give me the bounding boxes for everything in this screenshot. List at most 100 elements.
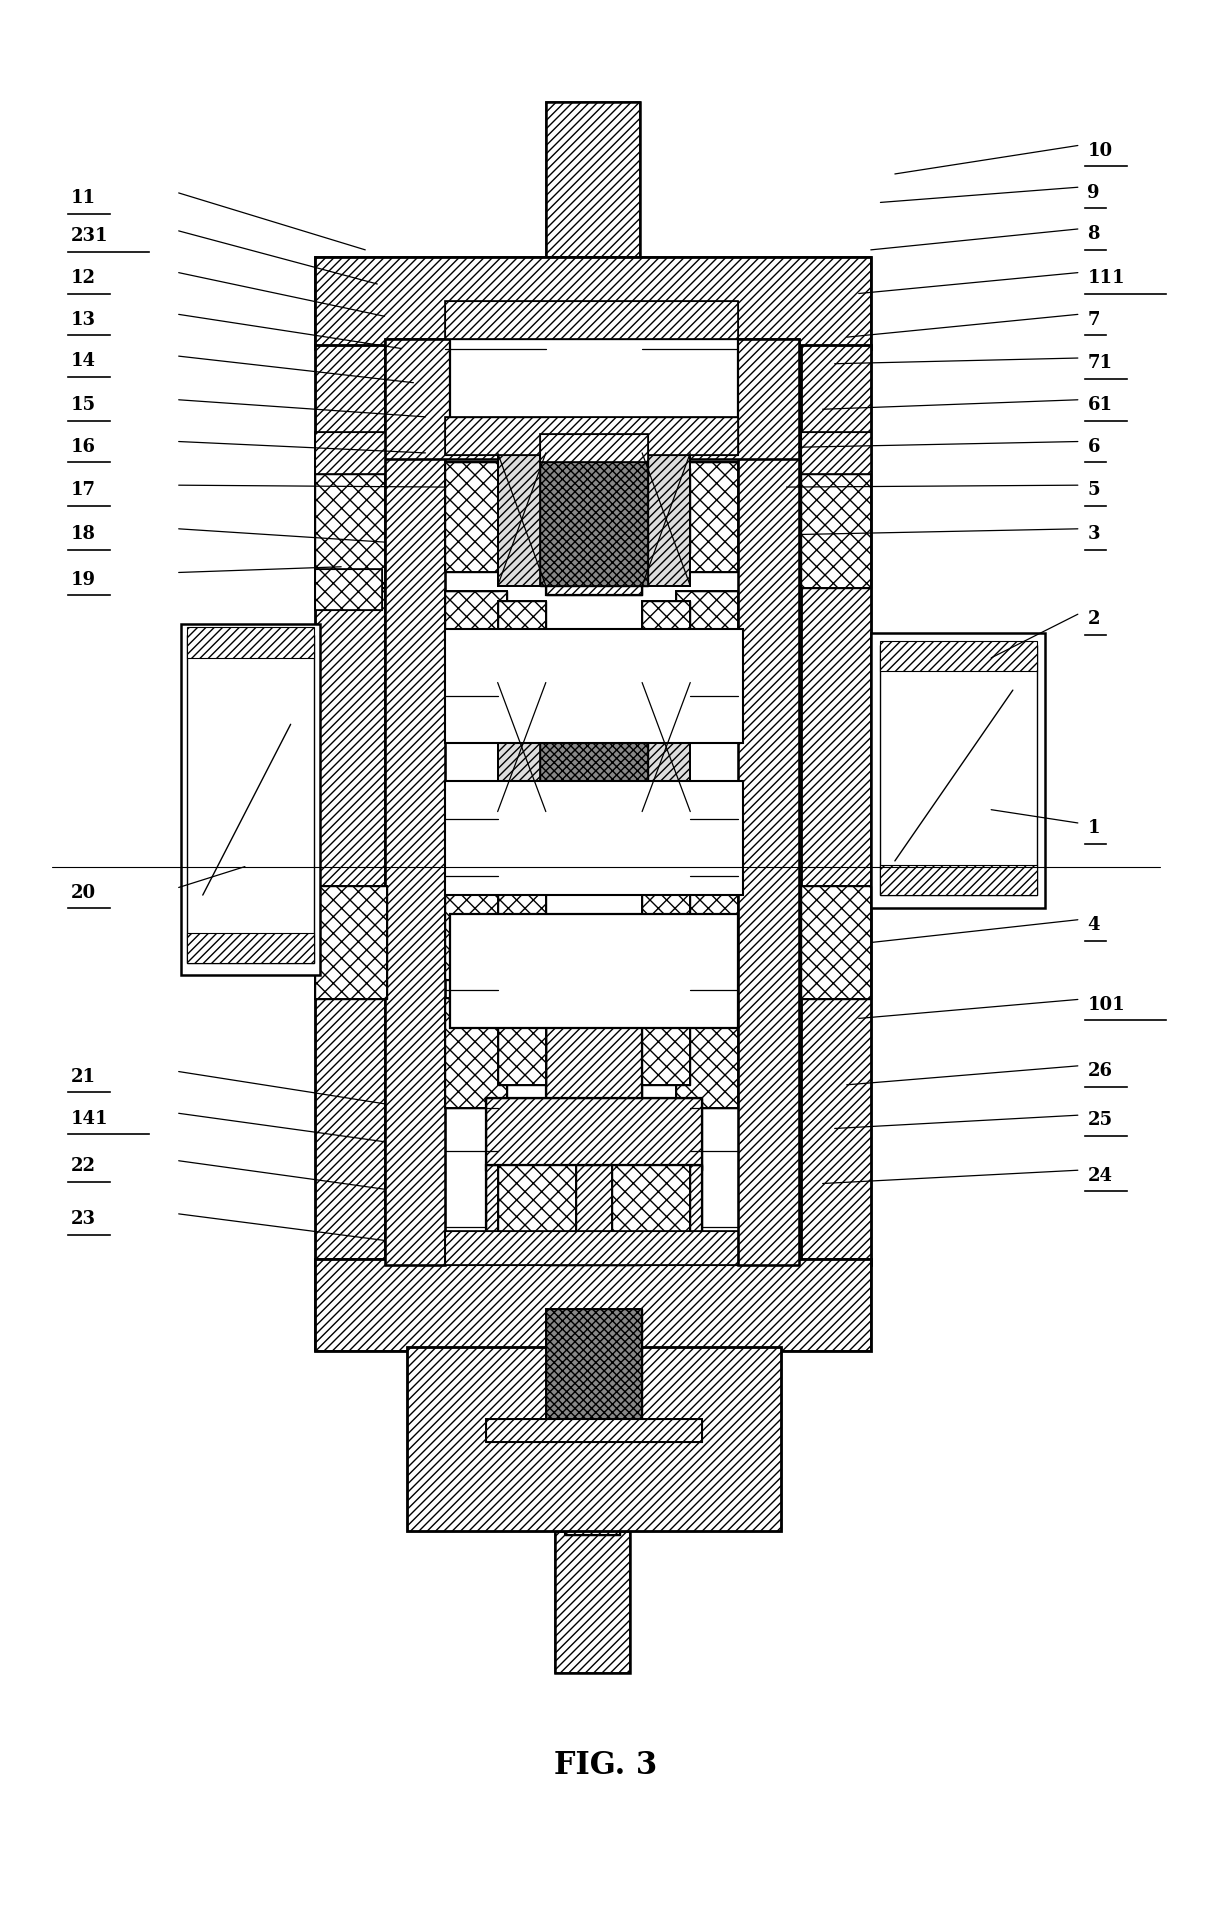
Bar [315, 345, 384, 1265]
Bar [181, 625, 320, 975]
Text: 2: 2 [1087, 610, 1100, 629]
Bar [642, 469, 691, 554]
Bar [486, 1166, 702, 1255]
Bar [676, 463, 738, 573]
Bar [642, 867, 691, 952]
Bar [384, 339, 445, 1265]
Bar [561, 267, 625, 341]
Bar [676, 871, 738, 981]
Bar [384, 339, 799, 459]
Bar [676, 592, 738, 703]
Bar [315, 259, 870, 349]
Text: 101: 101 [1087, 994, 1125, 1013]
Bar [539, 434, 648, 463]
Text: 22: 22 [70, 1156, 96, 1173]
Text: 14: 14 [70, 352, 96, 370]
Bar [384, 339, 799, 459]
Bar [555, 1532, 630, 1673]
Text: 13: 13 [70, 311, 96, 328]
Bar [545, 1309, 642, 1423]
Bar [445, 871, 508, 981]
Bar [315, 259, 870, 349]
Bar [545, 1309, 642, 1423]
Bar [498, 684, 691, 812]
Bar [539, 684, 648, 812]
Bar [407, 1347, 781, 1532]
Bar [445, 781, 743, 895]
Bar [565, 1463, 621, 1535]
Bar [676, 463, 738, 573]
Text: 15: 15 [70, 396, 96, 413]
Text: 141: 141 [70, 1109, 108, 1128]
Text: 26: 26 [1087, 1061, 1113, 1080]
Bar [539, 434, 648, 463]
Bar [450, 339, 738, 453]
Bar [801, 474, 870, 589]
Bar [555, 1532, 630, 1673]
Bar [445, 301, 738, 339]
Text: 7: 7 [1087, 311, 1100, 328]
Bar [486, 1099, 702, 1170]
Bar [498, 453, 691, 587]
Bar [445, 592, 508, 703]
Bar [676, 998, 738, 1109]
Text: 5: 5 [1087, 482, 1100, 499]
Bar [315, 432, 384, 474]
Bar [676, 871, 738, 981]
Bar [539, 453, 648, 587]
Bar [642, 602, 691, 688]
Bar [880, 642, 1037, 672]
Bar [801, 345, 870, 1265]
Bar [315, 886, 387, 1000]
Text: 231: 231 [70, 227, 108, 246]
Bar [445, 417, 738, 455]
Bar [384, 339, 445, 1265]
Text: 61: 61 [1087, 396, 1113, 413]
Bar [498, 1000, 545, 1086]
Bar [315, 432, 384, 474]
Bar [187, 636, 314, 964]
Bar [801, 345, 870, 1265]
Bar [498, 1000, 545, 1086]
Bar [880, 865, 1037, 895]
Text: 6: 6 [1087, 438, 1100, 455]
Bar [801, 432, 870, 474]
Bar [801, 886, 870, 1000]
Bar [545, 103, 640, 271]
Bar [445, 463, 508, 573]
Bar [486, 1166, 702, 1255]
Bar [445, 592, 508, 703]
Text: 16: 16 [70, 438, 96, 455]
Bar [445, 417, 738, 455]
Bar [545, 337, 642, 596]
Text: FIG. 3: FIG. 3 [554, 1749, 658, 1779]
Text: 19: 19 [70, 570, 96, 589]
Text: 17: 17 [70, 482, 96, 499]
Bar [315, 886, 387, 1000]
Bar [445, 1231, 738, 1265]
Bar [642, 1000, 691, 1086]
Text: 18: 18 [70, 526, 96, 543]
Text: 12: 12 [70, 269, 96, 288]
Bar [545, 337, 642, 596]
Bar [642, 469, 691, 554]
Bar [565, 1463, 621, 1535]
Bar [870, 634, 1045, 909]
Text: 8: 8 [1087, 225, 1100, 244]
Bar [498, 602, 545, 688]
Bar [315, 1259, 870, 1351]
Bar [498, 1166, 576, 1240]
Bar [498, 867, 545, 952]
Bar [187, 629, 314, 659]
Bar [498, 684, 691, 812]
Text: 23: 23 [70, 1210, 96, 1227]
Bar [498, 602, 545, 688]
Text: 25: 25 [1087, 1111, 1113, 1130]
Bar [738, 339, 799, 1265]
Bar [642, 602, 691, 688]
Bar [315, 570, 382, 612]
Bar [676, 592, 738, 703]
Text: 3: 3 [1087, 526, 1100, 543]
Bar [880, 646, 1037, 895]
Bar [315, 474, 384, 589]
